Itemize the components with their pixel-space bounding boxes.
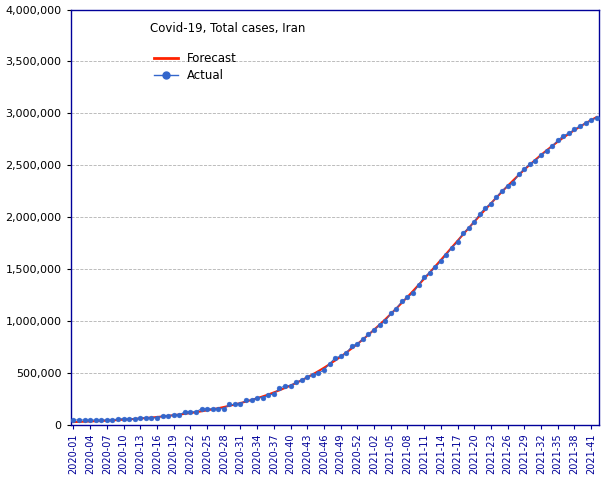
- Legend: Forecast, Actual: Forecast, Actual: [151, 48, 241, 85]
- Text: Covid-19, Total cases, Iran: Covid-19, Total cases, Iran: [150, 22, 306, 35]
